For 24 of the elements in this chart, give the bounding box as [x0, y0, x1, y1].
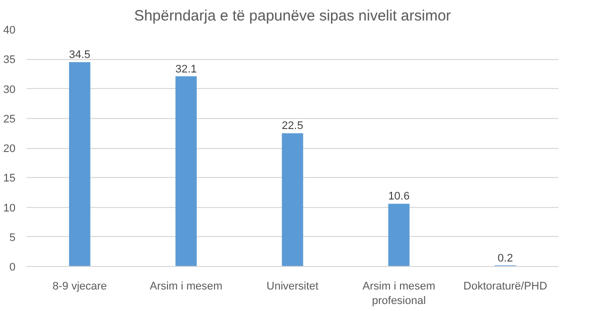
data-label: 34.5: [68, 49, 90, 62]
data-label: 32.1: [175, 63, 197, 76]
data-label: 10.6: [388, 190, 410, 203]
bar: [282, 133, 304, 266]
bar: [175, 76, 197, 266]
x-tick-label: Arsim i mesem: [150, 280, 222, 292]
y-tick-label: 10: [3, 202, 16, 214]
x-tick-label: 8-9 vjecare: [52, 280, 107, 292]
x-tick-label: Arsim i mesem profesional: [362, 280, 436, 307]
bar: [69, 62, 90, 266]
y-tick-label: 20: [3, 143, 16, 155]
y-tick-label: 40: [3, 24, 16, 36]
y-tick-label: 35: [3, 54, 16, 66]
data-label: 0.2: [498, 252, 513, 264]
y-tick-label: 5: [9, 232, 16, 244]
chart-title: Shpërndarja e të papunëve sipas nivelit arsimor: [134, 8, 451, 24]
y-tick-label: 25: [3, 113, 16, 126]
x-tick-label: Doktoraturë/PHD: [463, 280, 548, 292]
y-tick-label: 15: [3, 172, 16, 185]
data-label: 22.5: [282, 120, 304, 132]
y-tick-label: 30: [3, 84, 16, 96]
bar: [388, 204, 410, 266]
x-tick-label: Universitet: [266, 280, 318, 292]
y-tick-label: 0: [9, 262, 16, 274]
